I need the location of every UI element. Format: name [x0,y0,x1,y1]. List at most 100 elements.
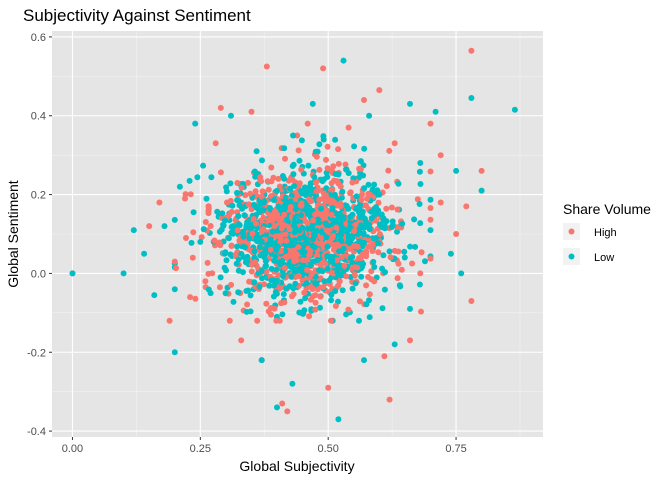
point-high [183,235,189,241]
point-low [253,148,260,155]
point-high [182,195,188,202]
point-low [357,158,364,165]
point-low [279,311,286,318]
point-high [395,248,402,255]
point-high [335,160,342,167]
point-low [373,210,380,217]
point-low [369,186,376,193]
point-high [273,317,280,324]
point-low [69,270,76,277]
point-low [281,175,288,182]
point-high [212,140,219,147]
point-high [314,252,321,259]
point-high [250,216,257,222]
x-axis-ticks: 0.00 0.25 0.50 0.75 [62,437,467,455]
point-high [365,237,372,244]
point-low [259,275,265,282]
point-low [190,209,197,216]
point-high [407,337,413,344]
point-high [318,235,325,241]
point-high [232,251,239,258]
point-low [186,177,193,184]
point-low [353,205,360,212]
point-high [418,308,424,315]
point-low [262,246,269,253]
point-low [324,265,331,272]
point-low [194,174,201,181]
point-low [407,243,414,250]
legend: Share Volume High Low [563,201,651,265]
point-high [226,212,233,219]
point-high [361,97,367,103]
point-low [235,289,242,296]
point-low [291,214,298,221]
point-low [371,181,378,188]
point-low [328,291,335,298]
point-high [347,189,354,196]
point-high [322,260,329,267]
legend-marker-low [568,253,575,260]
point-low [287,198,294,205]
point-low [458,270,465,277]
point-low [171,286,178,293]
point-high [234,227,241,234]
point-high [249,230,256,237]
point-low [340,245,347,252]
point-high [281,299,288,306]
point-high [376,87,383,94]
point-high [278,225,285,232]
point-high [356,298,363,305]
point-low [216,228,223,235]
y-tick-label: -0.2 [27,347,46,359]
point-high [312,211,318,218]
point-low [240,269,246,276]
point-low [200,162,207,169]
point-high [294,132,301,139]
point-low [290,171,297,178]
point-low [241,212,248,219]
point-high [325,384,332,391]
point-high [277,248,284,255]
point-low [258,357,265,364]
point-low [219,210,226,217]
point-high [386,147,393,154]
point-low [272,289,279,295]
point-high [275,272,282,279]
point-low [379,265,386,272]
point-low [417,220,424,227]
point-high [468,298,475,304]
point-low [427,227,434,234]
point-low [316,141,323,148]
point-low [358,273,365,280]
point-high [345,124,352,131]
point-low [269,228,276,235]
point-high [320,190,327,197]
point-high [254,317,261,324]
point-high [437,152,444,159]
point-low [328,297,335,304]
point-high [252,188,259,195]
point-low [407,100,413,107]
point-low [290,132,297,139]
point-high [253,220,259,227]
legend-marker-high [568,228,575,235]
point-low [241,244,248,251]
point-low [176,183,183,190]
point-low [366,112,373,119]
point-high [347,245,353,252]
point-low [229,202,236,209]
point-low [324,243,331,250]
point-low [399,220,406,227]
point-high [324,165,331,172]
point-high [283,237,290,244]
point-high [334,241,341,248]
point-low [336,265,342,271]
point-high [351,271,358,278]
point-high [187,294,194,301]
point-high [205,207,212,214]
point-low [416,201,423,207]
point-low [417,181,424,187]
point-low [317,304,323,311]
legend-label-high: High [594,227,617,239]
